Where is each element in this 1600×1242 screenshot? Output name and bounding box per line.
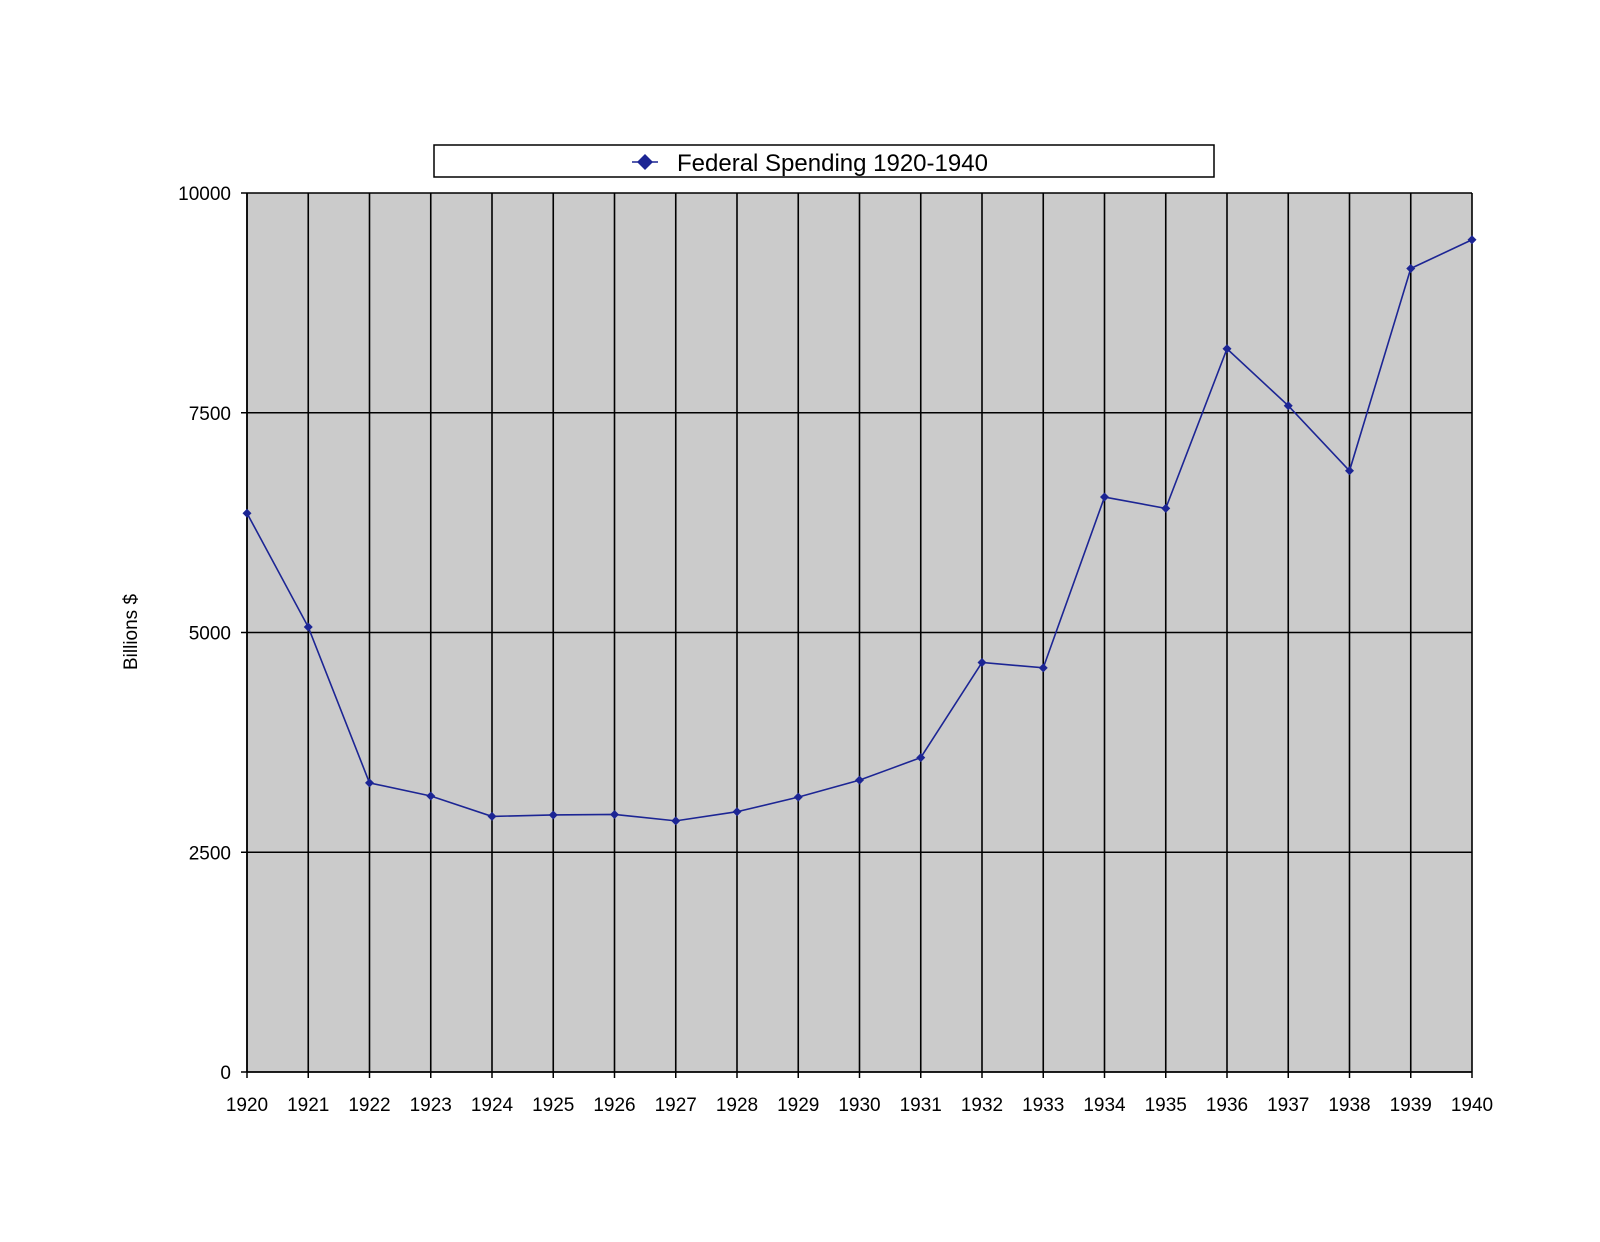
data-point-marker <box>426 791 436 801</box>
data-point-marker <box>1406 264 1416 274</box>
data-point-marker <box>671 816 681 826</box>
data-point-marker <box>1222 344 1232 354</box>
x-tick-label: 1925 <box>532 1095 574 1116</box>
data-point-marker <box>977 657 987 667</box>
y-tick-label: 5000 <box>189 624 231 645</box>
x-tick-label: 1939 <box>1390 1095 1432 1116</box>
x-tick-label: 1922 <box>348 1095 390 1116</box>
x-tick-label: 1932 <box>961 1095 1003 1116</box>
x-tick-label: 1936 <box>1206 1095 1248 1116</box>
x-tick-label: 1937 <box>1267 1095 1309 1116</box>
x-axis-ticks: 1920 1921 1922 1923 1924 1925 1926 1927 1928 1929… <box>226 1072 1493 1116</box>
x-tick-label: 1938 <box>1328 1095 1370 1116</box>
y-tick-label: 0 <box>220 1063 231 1084</box>
y-axis-ticks: 0 2500 5000 7500 10000 <box>178 184 247 1084</box>
x-tick-label: 1923 <box>410 1095 452 1116</box>
data-point-marker <box>1345 466 1354 476</box>
grid-lines <box>246 192 1473 1073</box>
legend: Federal Spending 1920-1940 <box>433 144 1215 178</box>
data-point-marker <box>916 753 926 763</box>
data-point-marker <box>365 778 374 788</box>
x-tick-label: 1921 <box>287 1095 329 1116</box>
legend-label: Federal Spending 1920-1940 <box>677 150 988 177</box>
data-point-marker <box>242 508 252 518</box>
x-tick-label: 1928 <box>716 1095 758 1116</box>
data-point-marker <box>487 811 497 821</box>
data-point-marker <box>1100 492 1109 502</box>
data-point-marker <box>732 807 742 817</box>
data-point-marker <box>303 622 313 632</box>
x-tick-label: 1927 <box>655 1095 697 1116</box>
legend-diamond-icon <box>637 154 653 170</box>
x-tick-label: 1930 <box>838 1095 880 1116</box>
y-axis-title: Billions $ <box>121 594 142 670</box>
x-tick-label: 1929 <box>777 1095 819 1116</box>
y-tick-label: 2500 <box>189 843 231 864</box>
data-point-marker <box>1038 663 1048 673</box>
x-tick-label: 1931 <box>900 1095 942 1116</box>
data-point-marker <box>793 792 803 802</box>
data-point-marker <box>1467 235 1477 245</box>
data-point-marker <box>855 775 864 785</box>
x-tick-label: 1926 <box>593 1095 635 1116</box>
data-point-marker <box>1161 503 1171 513</box>
x-tick-label: 1940 <box>1451 1095 1493 1116</box>
x-tick-label: 1920 <box>226 1095 268 1116</box>
legend-box <box>433 144 1215 178</box>
y-tick-label: 10000 <box>178 184 231 205</box>
data-point-marker <box>1283 401 1293 411</box>
data-point-marker <box>548 810 558 820</box>
y-tick-label: 7500 <box>189 404 231 425</box>
x-tick-label: 1924 <box>471 1095 514 1116</box>
series-federal-spending <box>242 235 1477 826</box>
x-tick-label: 1934 <box>1083 1095 1126 1116</box>
x-tick-label: 1933 <box>1022 1095 1064 1116</box>
x-tick-label: 1935 <box>1145 1095 1187 1116</box>
data-point-marker <box>610 809 619 819</box>
